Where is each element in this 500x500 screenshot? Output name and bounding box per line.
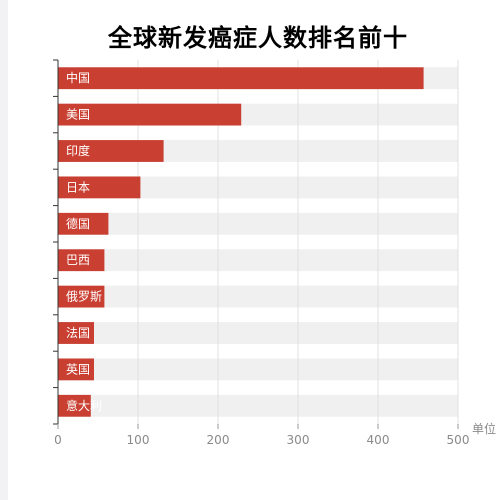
bar[interactable]: [58, 285, 105, 308]
x-tick-label: 400: [367, 433, 390, 447]
chart-title: 全球新发癌症人数排名前十: [108, 24, 408, 52]
bar-track: [58, 212, 458, 235]
bar-track: [58, 249, 458, 272]
bar-category-label: 印度: [66, 143, 90, 158]
x-tick-label: 500: [447, 433, 470, 447]
bar[interactable]: [58, 249, 105, 272]
bar[interactable]: [58, 103, 242, 126]
bar-category-label: 英国: [66, 362, 90, 376]
bar-category-label: 美国: [66, 108, 90, 122]
left-edge-strip: [0, 0, 8, 500]
bar[interactable]: [58, 67, 424, 90]
bar-category-label: 巴西: [66, 253, 90, 267]
x-tick-label: 100: [127, 433, 150, 447]
bar[interactable]: [58, 394, 91, 417]
bar-track: [58, 394, 458, 417]
bar-track: [58, 322, 458, 344]
x-tick-label: 0: [54, 433, 62, 447]
bar-category-label: 法国: [66, 326, 90, 340]
bar-category-label: 中国: [66, 70, 90, 85]
bar-category-label: 俄罗斯: [66, 290, 102, 304]
bar[interactable]: [58, 358, 94, 381]
bar-category-label: 意大利: [66, 398, 102, 413]
bar[interactable]: [58, 212, 109, 235]
bar-category-label: 日本: [66, 180, 90, 194]
bar-category-label: 德国: [66, 216, 90, 231]
x-axis-unit-label: 单位: [472, 421, 496, 436]
bar[interactable]: [58, 140, 164, 162]
x-tick-label: 300: [287, 433, 310, 447]
bar-track: [58, 358, 458, 381]
x-tick-label: 200: [207, 433, 230, 447]
bar-track: [58, 285, 458, 308]
bar[interactable]: [58, 322, 94, 344]
bar-track: [58, 176, 458, 199]
bar[interactable]: [58, 176, 141, 199]
